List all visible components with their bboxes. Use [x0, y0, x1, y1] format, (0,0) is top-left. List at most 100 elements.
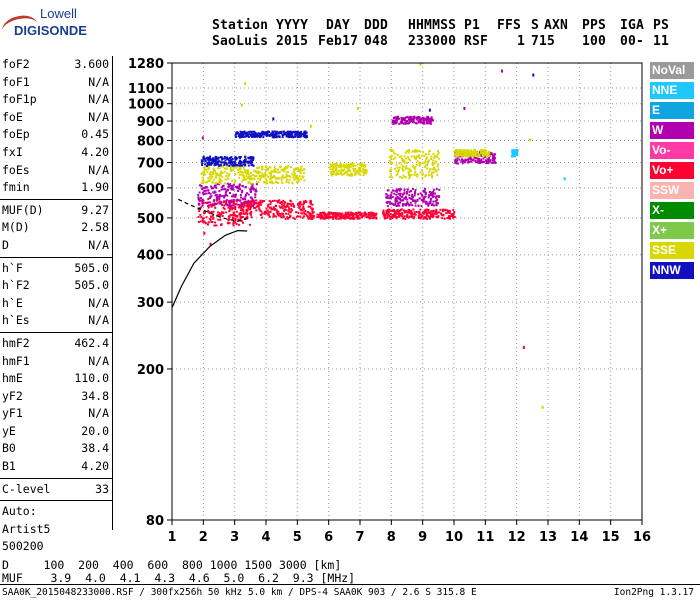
data-point [431, 176, 433, 179]
data-point [277, 201, 279, 204]
data-point [279, 215, 282, 218]
y-tick-label: 900 [137, 115, 164, 130]
param-value: 505.0 [74, 278, 109, 293]
data-point [259, 199, 262, 202]
data-point [265, 207, 268, 210]
data-point [204, 163, 207, 166]
param-name: foF1p [2, 92, 37, 107]
data-point [388, 200, 391, 203]
data-point [263, 133, 266, 136]
data-point [485, 161, 488, 164]
data-point [480, 150, 482, 153]
header-row1-cell: DAY [326, 18, 351, 33]
data-point [455, 160, 458, 163]
data-point [256, 180, 258, 183]
data-point [426, 202, 429, 205]
data-point [409, 174, 412, 177]
data-point [387, 210, 390, 213]
data-point [335, 214, 338, 217]
data-point [294, 168, 297, 171]
data-point [225, 211, 228, 214]
data-point [235, 203, 238, 206]
data-point [488, 156, 490, 159]
data-point [251, 198, 254, 201]
data-point [268, 166, 271, 169]
data-point [355, 216, 358, 219]
data-point [249, 196, 252, 199]
data-point [422, 199, 425, 201]
data-point [224, 159, 227, 162]
data-point [252, 177, 255, 180]
data-point [474, 150, 477, 153]
data-point [428, 201, 431, 204]
data-point [211, 180, 214, 183]
data-point [395, 116, 398, 119]
data-point [351, 212, 354, 215]
data-point [335, 166, 338, 169]
data-point [418, 213, 421, 216]
data-point [202, 219, 204, 222]
version-info: Ion2Png 1.3.17 [613, 587, 694, 598]
data-point [208, 204, 211, 207]
data-point [220, 223, 223, 226]
data-point [353, 213, 356, 216]
data-point [429, 194, 432, 196]
data-point [273, 133, 276, 136]
data-point [259, 201, 262, 204]
data-point [226, 194, 229, 197]
data-point [286, 178, 289, 181]
param-row: h`F 505.0 [0, 260, 112, 278]
data-point [364, 211, 366, 214]
data-point [242, 166, 245, 169]
data-point [239, 162, 242, 165]
data-point [335, 168, 338, 171]
data-point [307, 205, 310, 208]
data-point [390, 154, 393, 157]
data-point [208, 175, 211, 178]
param-name: C-level [2, 481, 51, 496]
data-point [409, 115, 412, 118]
data-point [460, 150, 463, 153]
data-point [330, 173, 333, 176]
data-point [249, 201, 252, 204]
data-point [474, 161, 477, 163]
data-point [218, 190, 221, 193]
data-point [343, 168, 346, 171]
data-point [289, 203, 292, 206]
data-point [430, 116, 433, 119]
data-point [403, 117, 406, 120]
data-point [426, 162, 429, 165]
data-point [470, 152, 473, 155]
data-point [287, 133, 290, 135]
data-point [221, 211, 223, 214]
data-point [417, 117, 419, 120]
data-point [275, 208, 278, 211]
data-point [389, 197, 392, 200]
data-point [237, 171, 240, 174]
data-point [386, 212, 389, 215]
data-point [245, 208, 248, 211]
header-row1-cell: PPS [582, 18, 607, 33]
data-point [249, 177, 251, 180]
data-point [433, 188, 435, 191]
data-point [241, 164, 243, 167]
data-point [259, 175, 261, 178]
data-point [432, 168, 435, 171]
data-point [334, 163, 337, 165]
data-point [259, 135, 262, 138]
data-point [239, 194, 242, 196]
data-point [395, 170, 398, 173]
data-point [352, 215, 354, 217]
param-value: N/A [88, 353, 109, 368]
data-point [387, 213, 390, 216]
data-point [241, 172, 244, 175]
data-point [410, 120, 413, 123]
data-point [209, 159, 212, 162]
data-point [461, 162, 464, 165]
data-point [408, 190, 411, 193]
data-point [281, 136, 284, 139]
header-row2-cell: 11 [653, 34, 670, 49]
data-point [236, 198, 239, 201]
data-point [467, 159, 470, 162]
data-point [412, 166, 415, 169]
